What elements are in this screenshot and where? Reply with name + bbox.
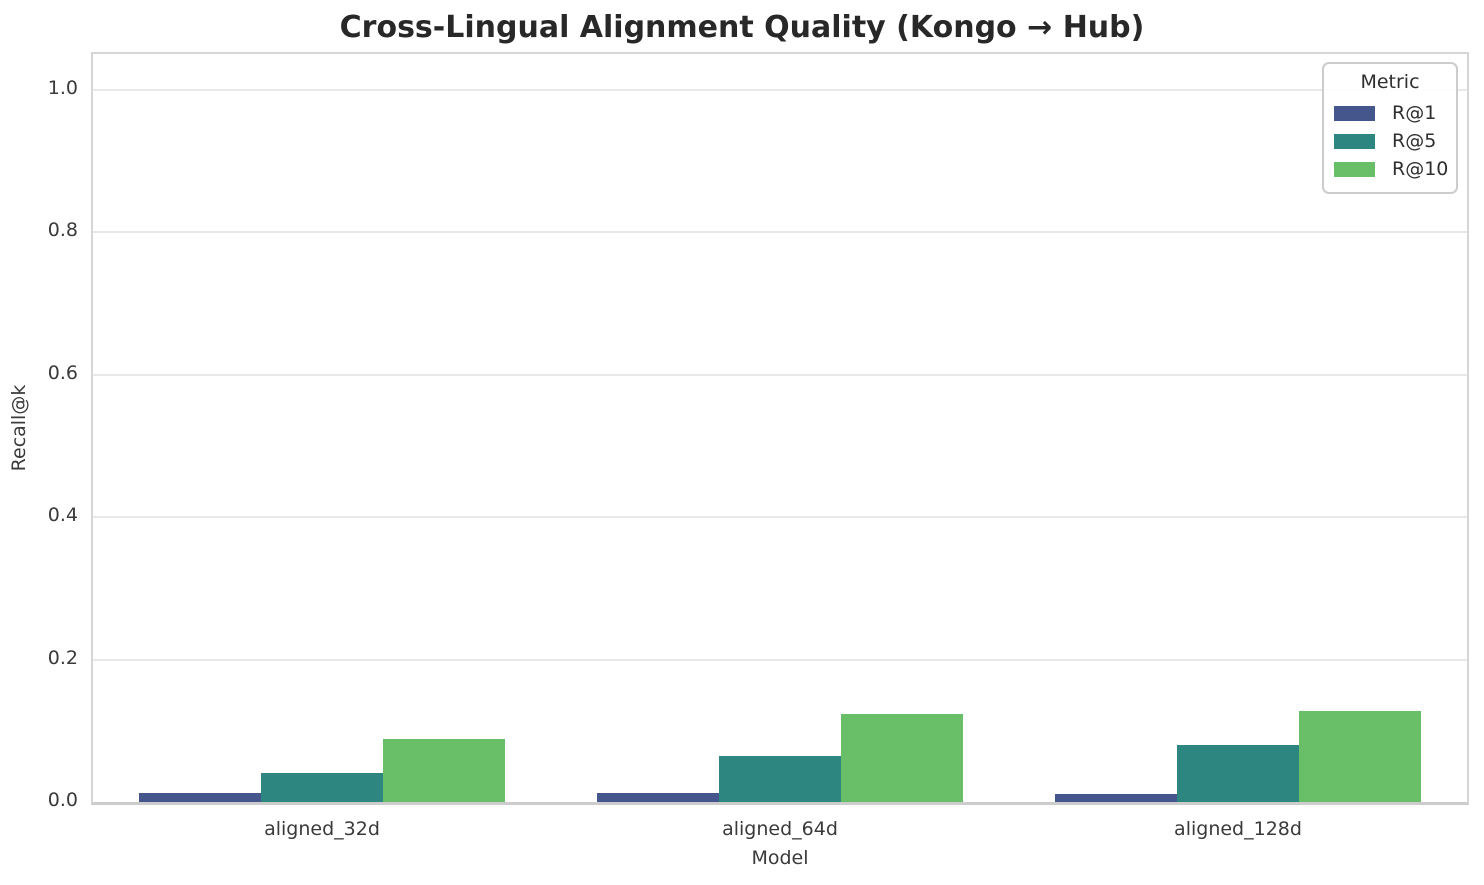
y-tick-label-0.2: 0.2 [47, 646, 78, 669]
y-tick-label-0.8: 0.8 [47, 219, 78, 242]
bar-aligned_32d-R@10 [383, 739, 506, 802]
legend-label-R@5: R@5 [1392, 130, 1437, 152]
legend: Metric R@1 R@5 R@10 [1322, 62, 1458, 194]
y-tick-label-1.0: 1.0 [47, 76, 78, 99]
x-axis-label: Model [751, 847, 809, 869]
bar-aligned_64d-R@10 [841, 713, 964, 802]
bar-aligned_32d-R@5 [260, 772, 384, 802]
bar-aligned_64d-R@5 [718, 756, 842, 802]
x-tick-label-aligned_32d: aligned_32d [264, 818, 380, 840]
legend-title: Metric [1360, 71, 1420, 93]
plot-area [91, 52, 1469, 805]
x-tick-label-aligned_64d: aligned_64d [722, 818, 838, 840]
legend-swatch-R@1 [1334, 105, 1375, 121]
y-axis-label: Recall@k [8, 384, 30, 472]
bar-aligned_128d-R@1 [1054, 794, 1177, 802]
legend-item-R@1: R@1 [1332, 99, 1448, 127]
legend-item-R@10: R@10 [1332, 155, 1448, 183]
bar-aligned_128d-R@5 [1176, 745, 1300, 802]
y-tick-label-0.4: 0.4 [47, 504, 78, 527]
legend-label-R@10: R@10 [1392, 158, 1449, 180]
bar-aligned_64d-R@1 [596, 793, 719, 802]
gridline-0.2 [93, 658, 1467, 661]
legend-items: R@1 R@5 R@10 [1332, 99, 1448, 183]
x-tick-label-aligned_128d: aligned_128d [1174, 818, 1302, 840]
gridline-0.8 [93, 231, 1467, 234]
gridline-0.6 [93, 373, 1467, 376]
legend-swatch-R@5 [1334, 133, 1375, 149]
legend-item-R@5: R@5 [1332, 127, 1448, 155]
y-tick-label-0.6: 0.6 [47, 361, 78, 384]
y-tick-label-0.0: 0.0 [47, 789, 78, 811]
legend-swatch-R@10 [1334, 161, 1375, 177]
chart-title: Cross-Lingual Alignment Quality (Kongo →… [339, 10, 1145, 45]
bar-aligned_32d-R@1 [138, 792, 261, 802]
bar-aligned_128d-R@10 [1299, 710, 1422, 802]
gridline-1.0 [93, 88, 1467, 91]
legend-label-R@1: R@1 [1392, 102, 1437, 124]
gridline-0.4 [93, 516, 1467, 519]
